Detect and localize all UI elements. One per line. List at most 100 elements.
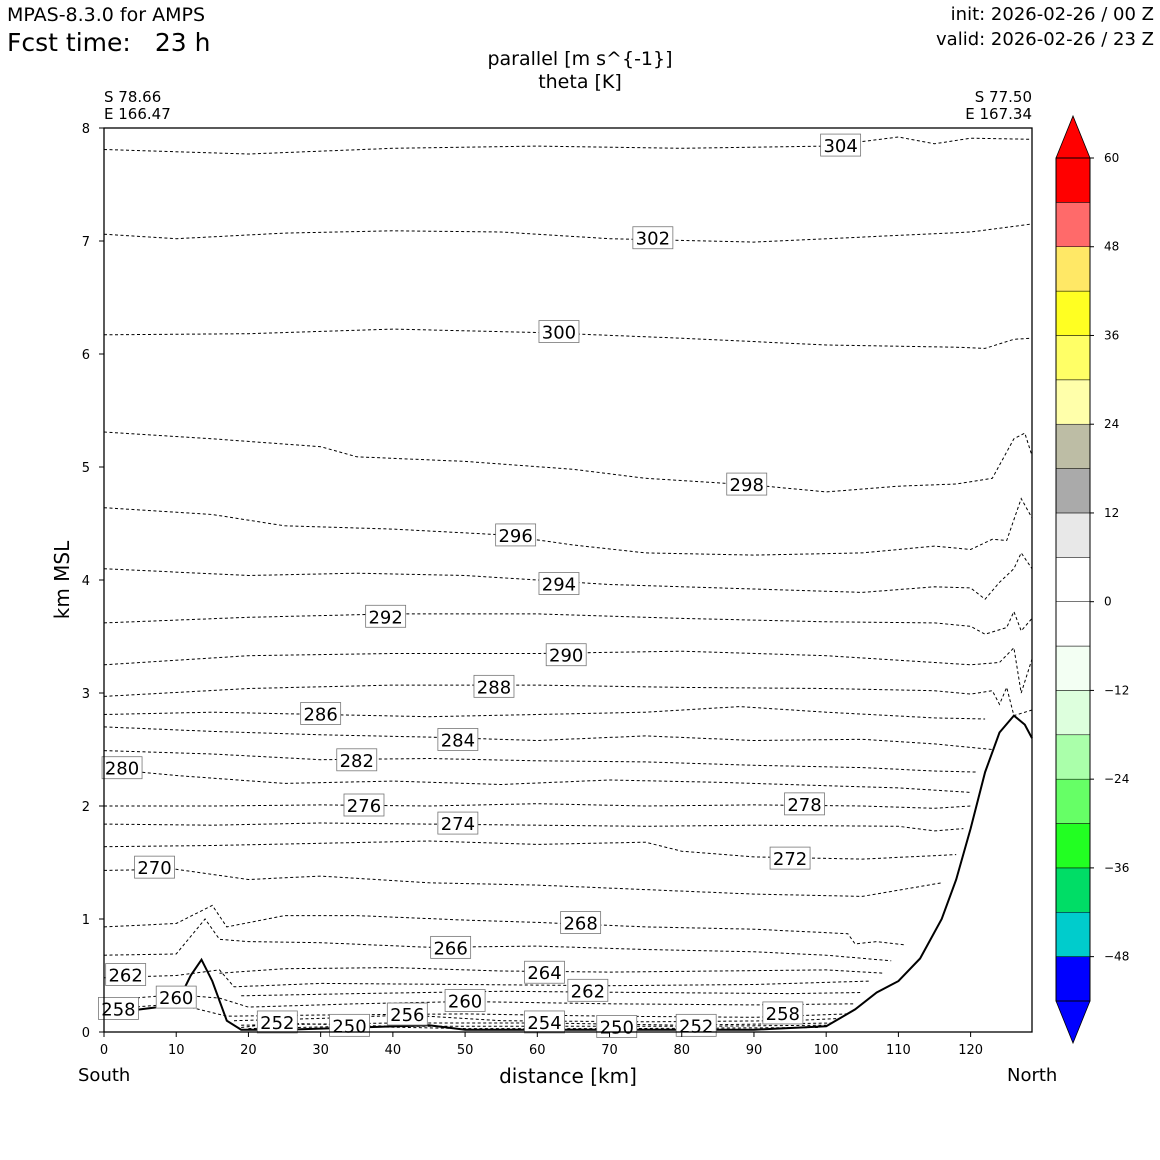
right-lat: S 77.50 [974, 88, 1032, 106]
isentrope-label: 270 [134, 855, 175, 879]
isentrope-label-text: 250 [600, 1017, 634, 1038]
north-label: North [1007, 1065, 1058, 1086]
colorbar-segment [1055, 335, 1091, 381]
colorbar-tick-label: 48 [1104, 240, 1119, 254]
isentrope-label: 290 [545, 643, 587, 667]
x-tick-label: 0 [100, 1043, 108, 1058]
isentrope-label: 262 [567, 978, 609, 1002]
isentrope-label-text: 250 [332, 1016, 366, 1037]
isentrope-label-box [762, 1001, 804, 1025]
isentrope-label: 258 [762, 1001, 804, 1025]
isentrope-label: 292 [365, 604, 407, 628]
isentrope-label-text: 274 [441, 814, 475, 835]
isentrope-label-text: 276 [347, 796, 381, 817]
isentrope-label-text: 266 [433, 938, 467, 959]
isentrope-label-box [769, 846, 811, 870]
isentrope-line [103, 497, 1033, 556]
model-name: MPAS-8.3.0 for AMPS [7, 4, 206, 26]
isentrope-label: 294 [538, 572, 580, 596]
isentrope-label-text: 292 [368, 607, 402, 628]
isentrope-label: 264 [524, 960, 565, 984]
isentrope-label: 250 [596, 1015, 638, 1038]
isentrope-label: 252 [256, 1010, 298, 1034]
isentrope-label: 300 [538, 320, 580, 344]
colorbar-segment [1055, 645, 1091, 691]
isentrope-label: 260 [444, 989, 486, 1012]
isentrope-line [103, 969, 870, 988]
isentrope-label-text: 298 [730, 475, 764, 496]
terrain-fill [104, 715, 1032, 1032]
isentrope-label: 262 [105, 963, 147, 987]
isentrope-label-text: 254 [527, 1013, 561, 1034]
x-tick-label: 80 [673, 1043, 690, 1058]
isentrope-line [103, 868, 942, 897]
isentrope-line [103, 610, 1033, 635]
isentrope-line [103, 431, 1033, 493]
isentrope-label-box [336, 748, 378, 772]
chart-title: parallel [m s^{-1}] [487, 48, 673, 70]
isentrope-line [103, 223, 1033, 243]
y-tick-label: 2 [82, 800, 90, 815]
isentrope-label-text: 258 [766, 1004, 800, 1025]
isentrope-label: 284 [437, 728, 479, 751]
isentrope-label: 276 [343, 793, 385, 817]
isentrope-line [103, 136, 1033, 155]
isentrope-label-box [343, 793, 385, 817]
isentrope-label-text: 252 [260, 1013, 294, 1034]
x-tick-label: 120 [958, 1043, 983, 1058]
y-tick-label: 5 [82, 461, 90, 476]
isentrope-label: 282 [336, 748, 378, 772]
isentrope-label-box [538, 320, 580, 343]
isentrope-line [103, 328, 1033, 349]
isentrope-label-box [632, 226, 674, 250]
colorbar-segment [1055, 157, 1091, 203]
colorbar-segment [1055, 823, 1091, 869]
right-endpoint-coords: S 77.50 E 167.34 [965, 89, 1032, 123]
colorbar-tick-label: −48 [1104, 950, 1129, 964]
isentrope-labels: 304 302 300 298 296 294 292 290 288 286 284 282 280 2… [98, 133, 862, 1038]
isentrope-label: 304 [820, 133, 862, 157]
isentrope-line [103, 822, 964, 832]
colorbar-segment [1055, 557, 1091, 602]
colorbar-over-arrow [1055, 114, 1091, 159]
isentrope-label-text: 268 [563, 914, 597, 935]
isentrope-line [103, 768, 971, 793]
left-lon: E 166.47 [104, 105, 171, 123]
isentrope-line [103, 904, 906, 946]
isentrope-label: 268 [560, 911, 602, 935]
colorbar-segment [1055, 867, 1091, 913]
isentrope-label-text: 304 [823, 136, 857, 157]
isentrope-label-text: 302 [636, 229, 670, 250]
isentrope-label-box [329, 1013, 370, 1037]
isentrope-label: 288 [473, 674, 515, 698]
x-axis-label: distance [km] [499, 1064, 637, 1088]
chart-subtitle: theta [K] [538, 71, 622, 93]
isentrope-label-box [495, 523, 537, 547]
x-tick-label: 40 [385, 1043, 402, 1058]
isentrope-label-box [524, 1010, 565, 1034]
isentrope-label-box [560, 911, 602, 934]
colorbar-segment [1055, 246, 1091, 292]
isentrope-label-box [524, 960, 565, 984]
isentrope-label: 254 [524, 1010, 565, 1034]
isentrope-lines [103, 136, 1033, 1030]
isentrope-label-box [134, 855, 175, 879]
isentrope-line [103, 646, 1033, 694]
isentrope-label-box [726, 472, 768, 496]
isentrope-label-text: 288 [477, 677, 511, 698]
colorbar-segment [1055, 956, 1091, 1002]
isentrope-label-box [784, 792, 825, 816]
colorbar-frame [1055, 157, 1091, 1002]
colorbar-tick-label: 36 [1104, 328, 1119, 342]
isentrope-label: 266 [430, 935, 472, 959]
colorbar-segment [1055, 202, 1091, 247]
x-tick-label: 20 [240, 1043, 257, 1058]
colorbar-segment [1055, 778, 1091, 824]
y-tick-label: 3 [82, 687, 90, 702]
isentrope-label-text: 260 [159, 988, 193, 1009]
isentrope-label: 298 [726, 472, 768, 496]
isentrope-label-text: 282 [340, 751, 374, 772]
isentrope-label-text: 258 [101, 999, 135, 1020]
isentrope-label: 296 [495, 523, 537, 547]
